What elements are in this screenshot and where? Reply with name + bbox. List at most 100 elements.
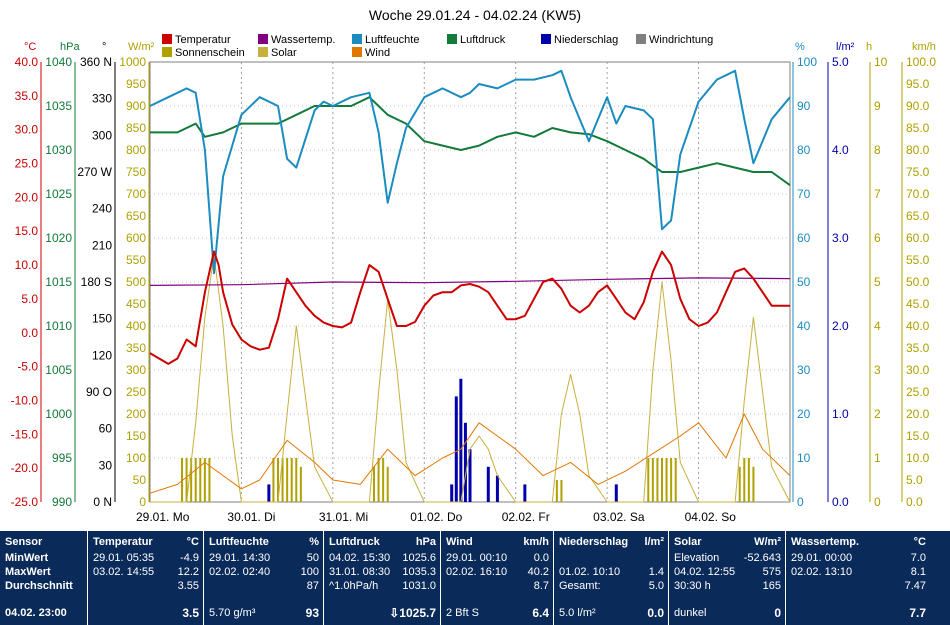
sunshine-bar [194, 458, 197, 502]
stats-solar-max: 04.02. 12:55 575 [674, 566, 781, 578]
pressure-tick-label: 1040 [45, 55, 72, 69]
humidity-tick-label: 100 [797, 55, 817, 69]
x-axis-day-label: 31.01. Mi [319, 510, 368, 524]
sunshine-unit-label: h [866, 41, 872, 53]
sunshine-bar [555, 480, 558, 502]
sunshine-tick-label: 7 [874, 187, 881, 201]
legend-swatch [636, 34, 646, 44]
temperature-tick-label: 15.0 [15, 224, 39, 238]
stats-water-header: Wassertemp. °C [791, 536, 926, 548]
legend-label: Luftfeuchte [365, 34, 419, 46]
precipitation-tick-label: 4.0 [832, 143, 849, 157]
wind-line [149, 413, 791, 494]
wind_direction-tick-label: 210 [92, 238, 112, 252]
plot-area [149, 61, 791, 503]
sunshine-tick-label: 3 [874, 363, 881, 377]
stats-precipitation-header: Niederschlag l/m² [559, 536, 664, 548]
precipitation-bar [523, 484, 527, 502]
pressure-tick-label: 1005 [45, 363, 72, 377]
wind_speed-tick-label: 45.0 [906, 297, 930, 311]
solar-tick-label: 300 [126, 363, 146, 377]
legend-swatch [352, 47, 362, 57]
sunshine-bar [208, 458, 211, 502]
wind_speed-tick-label: 65.0 [906, 209, 930, 223]
humidity-tick-label: 30 [797, 363, 811, 377]
precipitation-bar [614, 484, 618, 502]
stats-pressure-current: ⇩1025.7 [329, 605, 436, 621]
pressure-tick-label: 1000 [45, 407, 72, 421]
solar-line [150, 255, 791, 503]
pressure-tick-label: 1020 [45, 231, 72, 245]
temperatur-line [149, 250, 790, 365]
sunshine-bar [190, 458, 193, 502]
precipitation-tick-label: 0.0 [832, 495, 849, 509]
sunshine-bar [674, 458, 677, 502]
humidity-tick-label: 0 [797, 495, 804, 509]
pressure-tick-label: 990 [52, 495, 72, 509]
sunshine-bar [199, 458, 202, 502]
precipitation-bar [463, 422, 467, 502]
sunshine-bar [752, 466, 755, 502]
stats-avg-label: Durchschnitt [5, 580, 73, 592]
luftdruck-line [150, 96, 791, 187]
temperature-tick-label: -25.0 [11, 495, 39, 509]
solar-tick-label: 550 [126, 253, 146, 267]
wind_direction-tick-label: 180 S [81, 275, 112, 289]
temperature-tick-label: -20.0 [11, 461, 39, 475]
temperature-tick-label: 30.0 [15, 123, 39, 137]
pressure-tick-label: 1035 [45, 99, 72, 113]
wind_speed-tick-label: 0.0 [906, 495, 923, 509]
sunshine-bar [281, 458, 284, 502]
x-axis-day-label: 04.02. So [685, 510, 737, 524]
wind_direction-tick-label: 0 N [93, 495, 112, 509]
precipitation-bar [267, 484, 271, 502]
temperature-tick-label: 5.0 [21, 292, 38, 306]
legend-swatch [162, 47, 172, 57]
precipitation-unit-label: l/m² [836, 41, 855, 53]
temperature-tick-label: 10.0 [15, 258, 39, 272]
sunshine-bar [295, 458, 298, 502]
x-axis-day-label: 01.02. Do [410, 510, 462, 524]
stats-solar: Solar W/m² Elevation -52.643 04.02. 12:55 5… [669, 531, 786, 625]
weather-chart: Woche 29.01.24 - 04.02.24 (KW5) Temperat… [11, 7, 937, 524]
solar-tick-label: 1000 [119, 55, 146, 69]
pressure-tick-label: 1025 [45, 187, 72, 201]
wassertemp-line [149, 277, 791, 286]
sunshine-tick-label: 1 [874, 451, 881, 465]
sunshine-bar [647, 458, 650, 502]
luftfeuchte-line [149, 69, 791, 275]
solar-tick-label: 350 [126, 341, 146, 355]
stats-temperature-current: 3.5 [182, 606, 199, 620]
sunshine-tick-label: 0 [874, 495, 881, 509]
temperature-tick-label: -15.0 [11, 427, 39, 441]
sunshine-tick-label: 10 [874, 55, 888, 69]
temperature-tick-label: 0.0 [21, 326, 38, 340]
stats-solar-elevation: Elevation -52.643 [674, 552, 781, 564]
wind_direction-tick-label: 300 [92, 128, 112, 142]
stats-temperature-header: Temperatur °C [93, 536, 199, 548]
wind_direction-tick-label: 90 O [86, 385, 112, 399]
stats-solar-avg: 30:30 h 165 [674, 580, 781, 592]
stats-precipitation: Niederschlag l/m² 01.02. 10:10 1.4 Gesamt:… [554, 531, 669, 625]
stats-precipitation-total: Gesamt: 5.0 [559, 580, 664, 592]
stats-current-time: 04.02. 23:00 [5, 607, 67, 619]
stats-wind-avg: 8.7 [533, 580, 549, 592]
sunshine-bar [661, 458, 663, 502]
solar-tick-label: 750 [126, 165, 146, 179]
x-axis-day-label: 03.02. Sa [593, 510, 645, 524]
stats-pressure-max: 31.01. 08:30 1035.3 [329, 566, 436, 578]
precipitation-bar [486, 466, 490, 502]
stats-wind-current: 2 Bft S 6.4 [446, 606, 549, 620]
solar-tick-label: 400 [126, 319, 146, 333]
solar-tick-label: 0 [139, 495, 146, 509]
stats-pressure: Luftdruck hPa 04.02. 15:30 1025.6 31.01. 0… [324, 531, 441, 625]
stats-temperature-max: 03.02. 14:55 12.2 [93, 566, 199, 578]
wind_direction-tick-label: 60 [99, 422, 113, 436]
wind_speed-tick-label: 80.0 [906, 143, 930, 157]
legend-swatch [162, 34, 172, 44]
stats-wind-min: 29.01. 00:10 0.0 [446, 552, 549, 564]
solar-tick-label: 650 [126, 209, 146, 223]
stats-humidity: Luftfeuchte% 29.01. 14:30 50 02.02. 02:40… [204, 531, 324, 625]
pressure-tick-label: 995 [52, 451, 72, 465]
humidity-tick-label: 90 [797, 99, 811, 113]
